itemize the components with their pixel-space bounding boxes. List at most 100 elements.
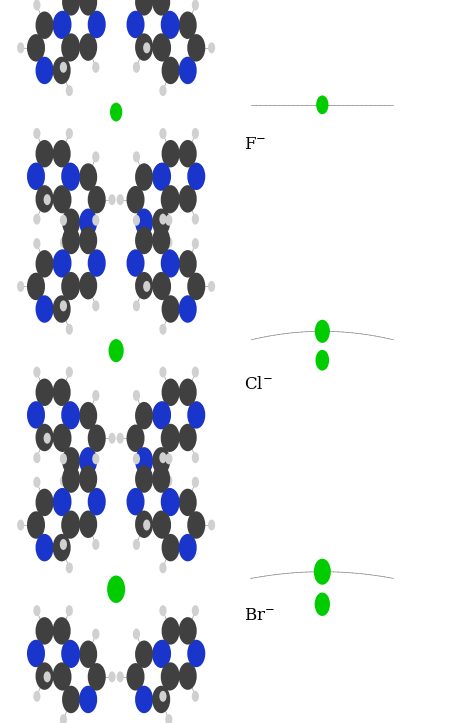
Circle shape	[159, 128, 166, 139]
Circle shape	[152, 685, 170, 713]
Circle shape	[162, 250, 180, 278]
Circle shape	[192, 213, 199, 225]
Circle shape	[153, 401, 171, 429]
Circle shape	[192, 128, 199, 139]
Circle shape	[315, 320, 330, 343]
Circle shape	[79, 402, 97, 429]
Circle shape	[66, 452, 73, 463]
Circle shape	[117, 194, 124, 205]
Circle shape	[135, 227, 153, 254]
Circle shape	[36, 489, 54, 516]
Circle shape	[187, 511, 205, 539]
Circle shape	[192, 238, 199, 249]
Circle shape	[54, 249, 72, 277]
Circle shape	[66, 128, 73, 139]
Circle shape	[133, 300, 140, 312]
Circle shape	[92, 300, 100, 312]
Circle shape	[159, 562, 166, 573]
Circle shape	[187, 163, 205, 190]
Circle shape	[152, 0, 170, 16]
Circle shape	[153, 640, 171, 667]
Circle shape	[53, 379, 71, 406]
Circle shape	[153, 34, 171, 61]
Circle shape	[182, 672, 189, 683]
Circle shape	[62, 163, 80, 191]
Circle shape	[315, 593, 330, 616]
Circle shape	[135, 33, 153, 61]
Text: Br$^{-}$: Br$^{-}$	[244, 607, 275, 625]
Circle shape	[66, 213, 73, 225]
Circle shape	[117, 433, 124, 444]
Circle shape	[107, 576, 125, 603]
Circle shape	[179, 185, 197, 213]
Circle shape	[208, 520, 215, 531]
Circle shape	[79, 447, 97, 474]
Circle shape	[33, 605, 40, 616]
Circle shape	[192, 476, 199, 488]
Circle shape	[62, 272, 80, 299]
Circle shape	[44, 194, 51, 205]
Circle shape	[179, 379, 197, 406]
Circle shape	[36, 534, 54, 561]
Circle shape	[92, 628, 100, 640]
Circle shape	[187, 273, 205, 300]
Circle shape	[60, 476, 67, 487]
Circle shape	[152, 510, 170, 538]
Circle shape	[110, 103, 122, 121]
Circle shape	[165, 61, 173, 73]
Circle shape	[33, 238, 40, 249]
Circle shape	[152, 447, 170, 474]
Circle shape	[44, 433, 51, 444]
Circle shape	[162, 489, 180, 516]
Circle shape	[179, 140, 197, 168]
Circle shape	[54, 663, 72, 690]
Circle shape	[161, 11, 179, 38]
Circle shape	[153, 163, 171, 190]
Circle shape	[27, 401, 45, 429]
Circle shape	[79, 227, 97, 254]
Circle shape	[182, 194, 189, 205]
Circle shape	[60, 539, 67, 550]
Circle shape	[109, 433, 116, 444]
Circle shape	[179, 662, 197, 690]
Circle shape	[44, 672, 51, 683]
Circle shape	[127, 11, 145, 38]
Circle shape	[159, 690, 166, 702]
Circle shape	[152, 641, 170, 668]
Circle shape	[62, 208, 80, 236]
Circle shape	[92, 215, 100, 226]
Circle shape	[133, 390, 140, 401]
Circle shape	[127, 186, 145, 213]
Circle shape	[135, 0, 153, 16]
Circle shape	[62, 227, 80, 254]
Circle shape	[143, 281, 150, 292]
Circle shape	[62, 685, 80, 713]
Circle shape	[54, 488, 72, 515]
Circle shape	[92, 151, 100, 163]
Circle shape	[135, 272, 153, 299]
Circle shape	[179, 295, 197, 322]
Circle shape	[36, 12, 54, 39]
Circle shape	[82, 281, 89, 292]
Circle shape	[162, 295, 180, 322]
Circle shape	[165, 539, 173, 550]
Circle shape	[36, 295, 54, 322]
Circle shape	[182, 433, 189, 444]
Circle shape	[135, 208, 153, 236]
Circle shape	[61, 34, 79, 61]
Circle shape	[109, 194, 116, 205]
Circle shape	[187, 640, 205, 667]
Circle shape	[33, 690, 40, 702]
Circle shape	[162, 662, 180, 690]
Circle shape	[88, 663, 106, 690]
Circle shape	[135, 510, 153, 538]
Circle shape	[162, 534, 180, 561]
Circle shape	[153, 273, 171, 300]
Circle shape	[36, 617, 54, 645]
Circle shape	[208, 43, 215, 54]
Circle shape	[162, 56, 180, 84]
Circle shape	[62, 641, 80, 668]
Circle shape	[161, 488, 179, 515]
Circle shape	[53, 250, 71, 278]
Circle shape	[165, 453, 173, 464]
